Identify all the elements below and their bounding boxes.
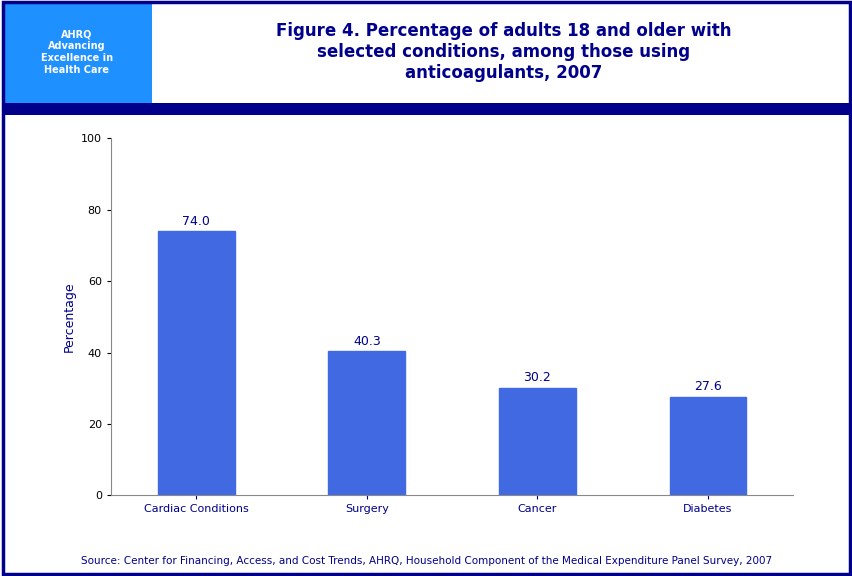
Text: AHRQ
Advancing
Excellence in
Health Care: AHRQ Advancing Excellence in Health Care: [41, 30, 112, 74]
Text: 30.2: 30.2: [523, 371, 550, 384]
Bar: [498, 388, 575, 495]
Text: 40.3: 40.3: [353, 335, 380, 348]
Text: 27.6: 27.6: [694, 380, 721, 393]
Bar: [669, 397, 746, 495]
Text: 74.0: 74.0: [182, 214, 210, 228]
Bar: [158, 231, 234, 495]
Y-axis label: Percentage: Percentage: [62, 282, 75, 352]
Text: Source: Center for Financing, Access, and Cost Trends, AHRQ, Household Component: Source: Center for Financing, Access, an…: [81, 556, 771, 566]
Text: Figure 4. Percentage of adults 18 and older with
selected conditions, among thos: Figure 4. Percentage of adults 18 and ol…: [275, 22, 730, 82]
Bar: [328, 351, 405, 495]
